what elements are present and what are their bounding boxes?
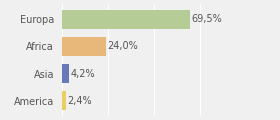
Text: 69,5%: 69,5% <box>192 14 222 24</box>
Bar <box>62 91 66 110</box>
Text: 2,4%: 2,4% <box>67 96 92 106</box>
Bar <box>62 37 106 56</box>
Bar <box>62 64 69 83</box>
Text: 4,2%: 4,2% <box>71 69 95 79</box>
Bar <box>62 10 190 29</box>
Text: 24,0%: 24,0% <box>108 41 138 51</box>
